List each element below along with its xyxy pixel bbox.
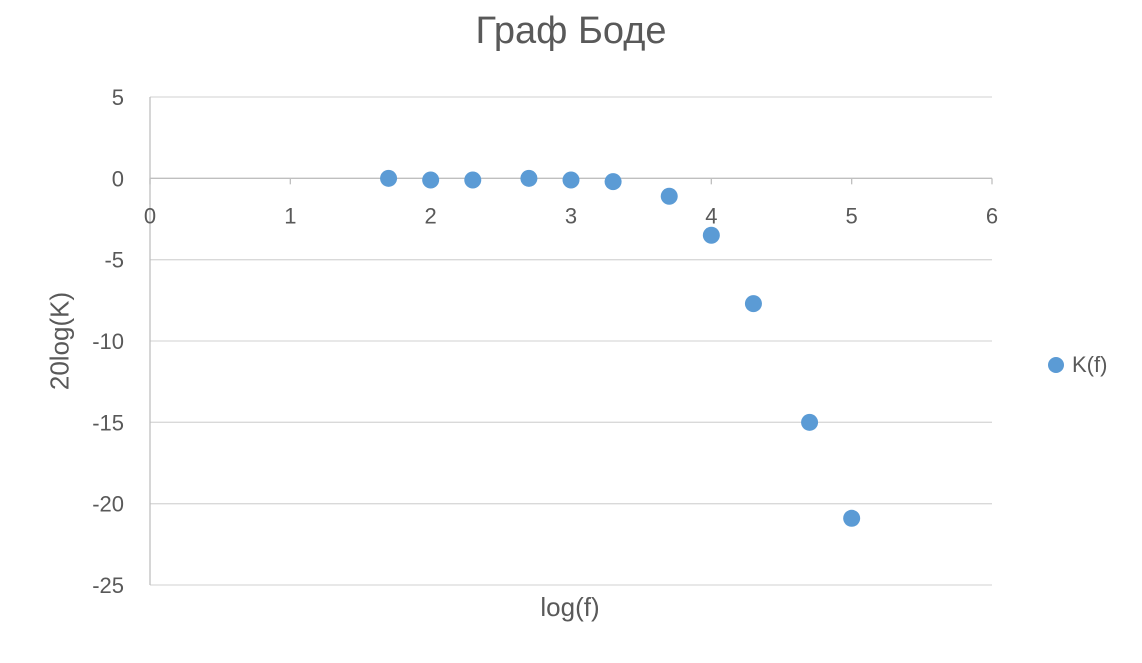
chart-title: Граф Боде — [475, 10, 667, 52]
data-point — [604, 173, 622, 191]
data-point — [702, 226, 720, 244]
x-tick-label: 2 — [425, 203, 437, 228]
legend-label: K(f) — [1072, 352, 1108, 377]
x-tick-label: 3 — [565, 203, 577, 228]
y-tick-label: 5 — [112, 85, 124, 110]
data-point — [520, 169, 538, 187]
data-point — [422, 171, 440, 189]
y-tick-label: -20 — [92, 492, 124, 517]
x-tick-label: 0 — [144, 203, 156, 228]
y-tick-label: -15 — [92, 410, 124, 435]
data-point — [380, 169, 398, 187]
x-tick-label: 4 — [705, 203, 717, 228]
data-point — [801, 413, 819, 431]
y-tick-label: 0 — [112, 166, 124, 191]
x-tick-label: 6 — [986, 203, 998, 228]
legend: K(f) — [1048, 350, 1107, 380]
data-point — [843, 509, 861, 527]
data-point — [744, 295, 762, 313]
data-point — [562, 171, 580, 189]
x-axis-title: log(f) — [540, 592, 600, 622]
y-tick-label: -5 — [104, 248, 124, 273]
y-axis-title: 20log(K) — [44, 291, 75, 391]
x-tick-label: 5 — [846, 203, 858, 228]
x-tick-label: 1 — [284, 203, 296, 228]
data-point — [464, 171, 482, 189]
legend-marker-icon — [1048, 357, 1064, 373]
y-tick-label: -10 — [92, 329, 124, 354]
data-point — [660, 187, 678, 205]
y-tick-label: -25 — [92, 573, 124, 598]
